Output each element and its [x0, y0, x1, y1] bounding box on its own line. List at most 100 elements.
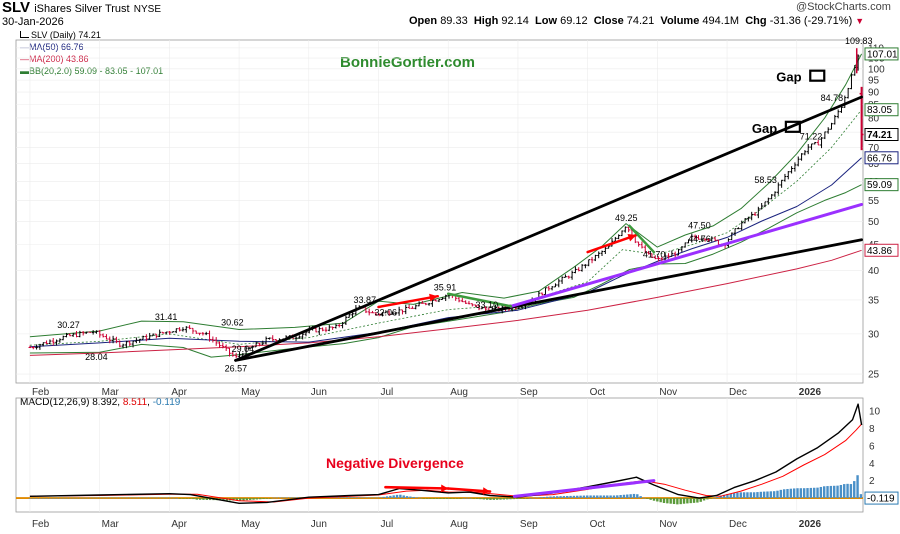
macd-histogram-bar: [175, 497, 178, 499]
macd-x-tick-label: Sep: [520, 519, 538, 530]
price-x-tick-label: Nov: [659, 387, 677, 398]
macd-histogram-bar: [248, 498, 252, 500]
macd-last-value-box: [864, 491, 899, 505]
macd-histogram-bar: [525, 498, 529, 499]
macd-histogram-bar: [492, 498, 496, 500]
macd-histogram-bar: [32, 498, 35, 499]
macd-histogram-bar: [95, 497, 98, 499]
macd-histogram-bar: [432, 498, 435, 499]
macd-histogram-bar: [856, 475, 859, 499]
macd-histogram-bar: [619, 495, 622, 499]
macd-histogram-bar: [582, 495, 586, 499]
macd-x-tick-label: Apr: [171, 519, 187, 530]
macd-histogram-bar: [155, 497, 158, 499]
macd-histogram-bar: [572, 495, 576, 499]
macd-histogram-bar: [515, 498, 519, 499]
macd-histogram-bar: [849, 484, 853, 499]
price-label-84.78: 84.78: [821, 93, 844, 103]
price-y-tick-label: 40: [868, 266, 880, 277]
macd-histogram-bar: [449, 498, 452, 499]
macd-legend-signal: 8.511: [122, 397, 148, 408]
macd-histogram-bar: [756, 492, 759, 499]
macd-histogram-bar: [539, 497, 542, 499]
macd-histogram-bar: [422, 498, 425, 499]
macd-histogram-bar: [145, 497, 148, 499]
close-value: 74.21: [626, 15, 655, 27]
macd-histogram-bar: [559, 496, 562, 499]
macd-histogram-bar: [802, 488, 806, 499]
macd-histogram-bar: [469, 497, 472, 499]
macd-legend-line: 8.392: [92, 397, 118, 408]
negative-divergence-label: Negative Divergence: [326, 455, 464, 471]
macd-histogram-bar: [646, 498, 649, 499]
macd-histogram-bar: [762, 491, 766, 499]
macd-histogram-bar: [502, 498, 506, 500]
price-label-109.83: 109.83: [845, 36, 873, 46]
macd-histogram-bar: [485, 498, 489, 500]
price-label-47.50: 47.50: [688, 221, 711, 231]
macd-histogram-bar: [48, 497, 52, 499]
macd-histogram-bar: [222, 498, 225, 501]
macd-histogram-bar: [669, 498, 672, 504]
macd-histogram-bar: [542, 497, 546, 499]
bb-middle-line: [29, 109, 862, 346]
macd-histogram-bar: [195, 498, 199, 500]
price-x-tick-label: Oct: [590, 387, 606, 398]
macd-histogram-bar: [839, 484, 843, 499]
macd-histogram-bar: [122, 497, 125, 499]
macd-histogram-bar: [799, 488, 803, 499]
macd-histogram-bar: [812, 487, 816, 499]
open-label: Open: [409, 15, 438, 27]
macd-histogram-bar: [519, 498, 522, 499]
macd-histogram-bar: [552, 496, 556, 499]
macd-histogram-bar: [182, 498, 185, 499]
macd-histogram-bar: [652, 498, 656, 501]
macd-histogram-bar: [749, 492, 752, 499]
macd-histogram-bar: [35, 498, 38, 499]
price-x-tick-label: Mar: [102, 387, 120, 398]
price-x-tick-label: Apr: [171, 387, 187, 398]
price-y-tick-label: 55: [868, 196, 880, 207]
macd-histogram-bar: [853, 481, 856, 499]
macd-x-tick-label: May: [241, 519, 260, 530]
price-label-30.62: 30.62: [221, 317, 244, 327]
macd-histogram-bar: [342, 497, 345, 499]
macd-histogram-bar: [709, 498, 712, 499]
macd-histogram-bar: [452, 498, 455, 499]
macd-y-tick-label: 8: [869, 424, 875, 435]
macd-histogram-bar: [192, 498, 195, 500]
macd-histogram-bar: [806, 488, 809, 499]
macd-x-tick-label: Nov: [659, 519, 677, 530]
macd-x-tick-label: Jul: [381, 519, 394, 530]
macd-histogram-bar: [505, 498, 509, 500]
macd-histogram-bar: [489, 498, 492, 500]
macd-histogram-bar: [72, 497, 75, 499]
legend-price: SLV (Daily) 74.21: [20, 29, 163, 41]
macd-histogram-bar: [662, 498, 666, 503]
macd-histogram-bar: [269, 498, 272, 499]
macd-histogram-bar: [208, 498, 212, 501]
macd-histogram-bar: [629, 494, 632, 499]
macd-histogram-bar: [379, 497, 382, 499]
macd-histogram-bar: [402, 495, 405, 499]
macd-histogram-bar: [512, 498, 516, 500]
macd-histogram-bar: [172, 497, 175, 499]
macd-histogram-bar: [465, 497, 469, 499]
macd-histogram-bar: [722, 494, 726, 499]
macd-histogram-bar: [819, 486, 823, 499]
macd-histogram-bar: [188, 498, 192, 499]
macd-histogram-bar: [118, 497, 122, 499]
price-label-33.87: 33.87: [354, 295, 377, 305]
date: 30-Jan-2026: [2, 16, 64, 28]
price-label-71.22: 71.22: [800, 132, 823, 142]
macd-histogram-bar: [178, 498, 182, 499]
macd-histogram-bar: [679, 498, 682, 505]
macd-histogram-bar: [846, 483, 849, 499]
legend-ma50: —MA(50) 66.76: [20, 42, 84, 52]
macd-histogram-bar: [262, 498, 265, 500]
macd-arrowhead: [441, 484, 449, 493]
header-row: SLV iShares Silver Trust NYSE: [2, 0, 161, 16]
trendline-green-arrow-oct: [628, 224, 656, 254]
macd-histogram-bar: [255, 498, 259, 500]
